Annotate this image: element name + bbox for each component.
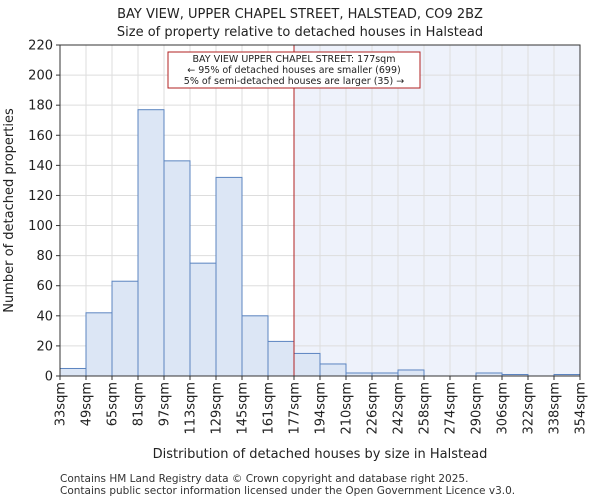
x-tick-label: 322sqm (522, 382, 537, 435)
annotation-line2: ← 95% of detached houses are smaller (69… (187, 65, 400, 76)
x-tick-label: 33sqm (54, 382, 69, 426)
plot-area: 0 20 40 60 80 100 120 140 160 180 200 220 33sqm 49sq… (28, 39, 588, 435)
x-tick-label: 242sqm (392, 382, 407, 435)
bar-242sqm (397, 369, 425, 377)
chart-title-line1: BAY VIEW, UPPER CHAPEL STREET, HALSTEAD,… (117, 7, 483, 22)
x-tick-label: 354sqm (574, 382, 589, 435)
x-tick-label: 338sqm (548, 382, 563, 435)
x-tick-label: 274sqm (444, 382, 459, 435)
x-tick-label: 210sqm (340, 382, 355, 435)
annotation-box: BAY VIEW UPPER CHAPEL STREET: 177sqm ← 9… (167, 51, 421, 89)
bar-81sqm (137, 109, 165, 377)
x-tick-label: 129sqm (210, 382, 225, 435)
x-tick-label: 177sqm (288, 382, 303, 435)
x-tick-label: 306sqm (496, 382, 511, 435)
x-tick-label: 81sqm (132, 382, 147, 426)
y-tick-label: 120 (28, 189, 53, 204)
bar-161sqm (267, 340, 295, 377)
x-tick-label: 97sqm (158, 382, 173, 426)
bar-65sqm (111, 280, 139, 377)
bar-97sqm (163, 160, 191, 377)
annotation-border (167, 51, 421, 89)
x-tick-label: 258sqm (418, 382, 433, 435)
x-axis-ticks: 33sqm 49sqm 65sqm 81sqm 97sqm 113sqm 129sqm 145… (54, 376, 589, 435)
annotation-line1: BAY VIEW UPPER CHAPEL STREET: 177sqm (193, 54, 396, 65)
y-tick-label: 80 (36, 249, 53, 264)
y-tick-label: 160 (28, 129, 53, 144)
y-tick-label: 220 (28, 39, 53, 54)
bar-145sqm (241, 315, 269, 377)
x-axis-label: Distribution of detached houses by size … (153, 447, 488, 462)
y-tick-label: 0 (45, 370, 53, 385)
x-tick-label: 49sqm (80, 382, 95, 426)
x-tick-label: 161sqm (262, 382, 277, 435)
y-axis-ticks: 0 20 40 60 80 100 120 140 160 180 200 220 (28, 39, 60, 385)
y-tick-label: 200 (28, 69, 53, 84)
y-tick-label: 20 (36, 339, 53, 354)
bar-33sqm (59, 367, 87, 377)
x-tick-label: 194sqm (314, 382, 329, 435)
footer-line2: Contains public sector information licen… (60, 485, 515, 497)
x-tick-label: 226sqm (366, 382, 381, 435)
annotation-line3: 5% of semi-detached houses are larger (3… (184, 76, 404, 87)
chart-title-line2: Size of property relative to detached ho… (117, 25, 483, 40)
highlight-region (294, 45, 580, 376)
bar-49sqm (85, 312, 113, 377)
y-tick-label: 40 (36, 309, 53, 324)
bar-177sqm (293, 352, 321, 377)
bar-129sqm (215, 176, 243, 377)
bar-194sqm (319, 363, 347, 377)
y-tick-label: 60 (36, 279, 53, 294)
y-tick-label: 100 (28, 219, 53, 234)
bar-113sqm (189, 262, 217, 377)
y-tick-label: 180 (28, 99, 53, 114)
y-tick-label: 140 (28, 159, 53, 174)
x-tick-label: 113sqm (184, 382, 199, 435)
x-tick-label: 65sqm (106, 382, 121, 426)
footer-line1: Contains HM Land Registry data © Crown c… (60, 473, 468, 485)
x-tick-label: 145sqm (236, 382, 251, 435)
bars (59, 109, 581, 377)
y-axis-label: Number of detached properties (2, 108, 17, 313)
x-tick-label: 290sqm (470, 382, 485, 435)
